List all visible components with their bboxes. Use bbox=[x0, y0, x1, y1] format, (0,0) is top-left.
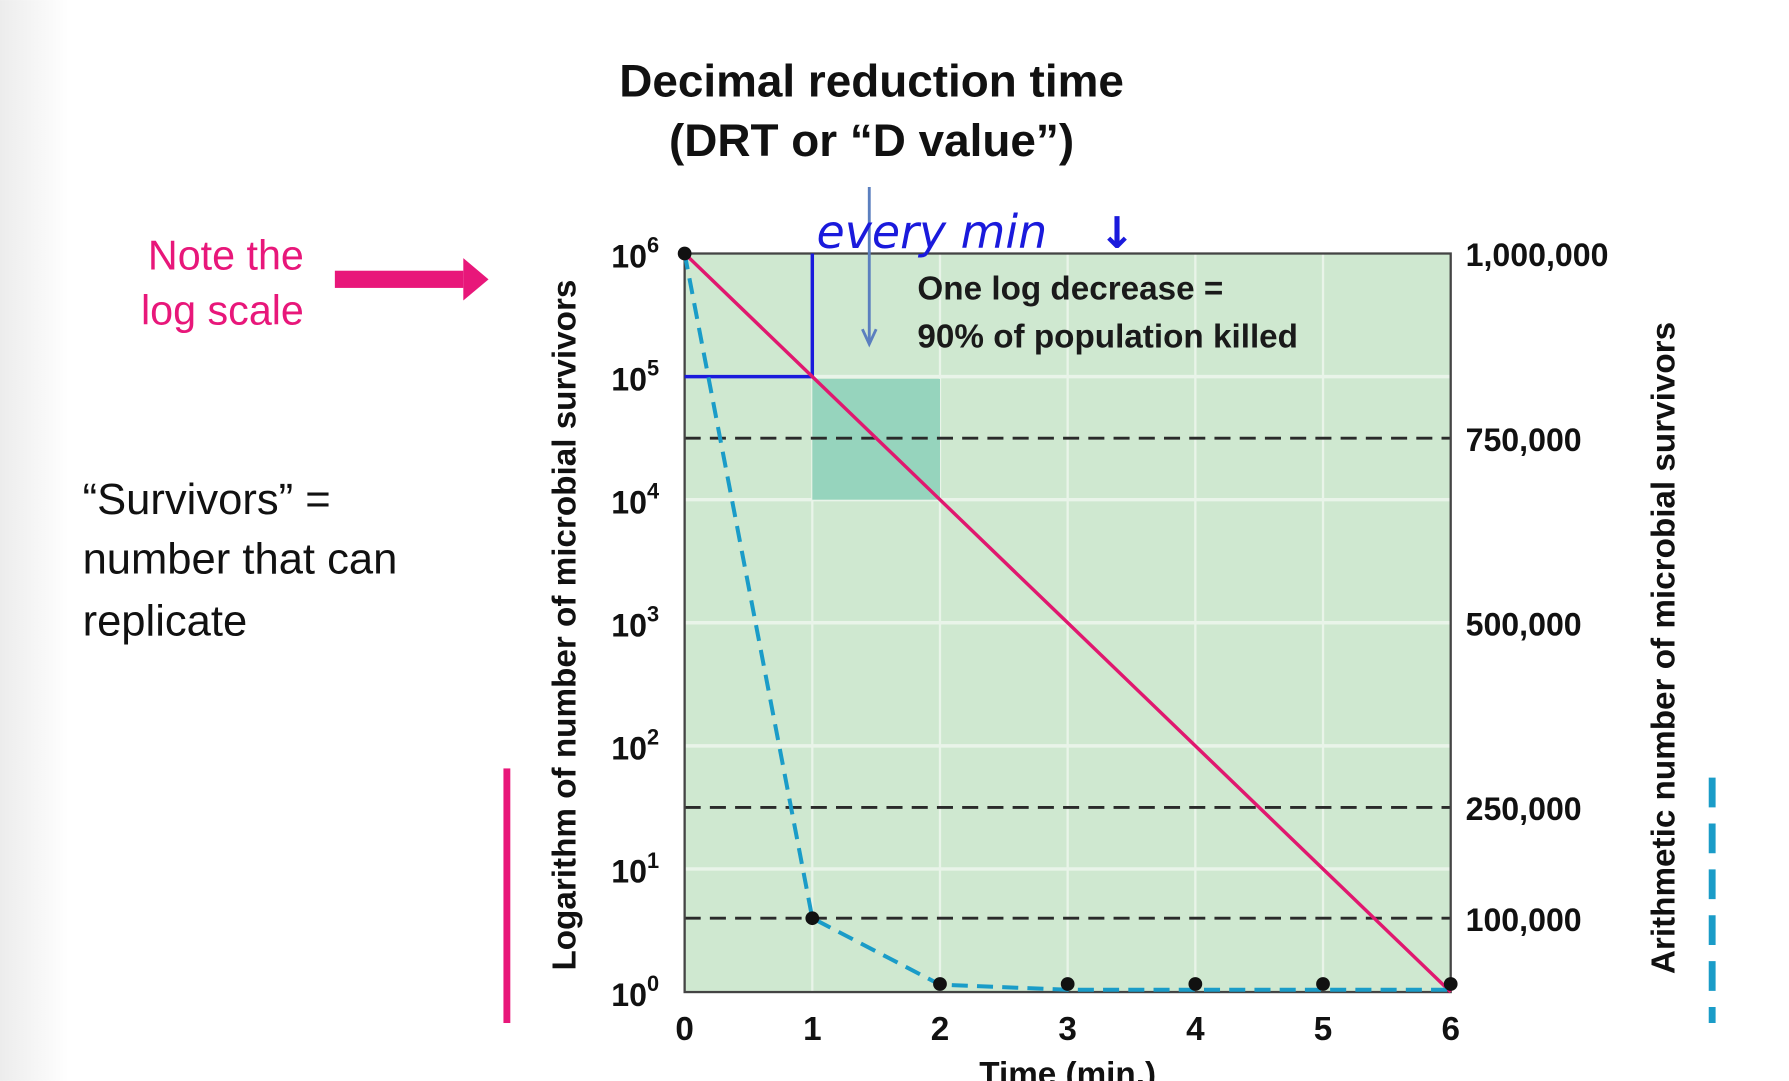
pink-arrow-icon bbox=[334, 258, 489, 301]
y-right-tick-label: 500,000 bbox=[1466, 606, 1582, 642]
y-right-tick-label: 100,000 bbox=[1466, 902, 1582, 938]
x-tick-label: 0 bbox=[675, 1011, 693, 1048]
x-tick-label: 3 bbox=[1058, 1011, 1077, 1048]
survivors-text-line3: replicate bbox=[83, 597, 248, 645]
note-text-line2: log scale bbox=[141, 288, 304, 334]
y-left-tick-label: 106 bbox=[611, 232, 659, 274]
y-left-tick-label: 103 bbox=[611, 602, 659, 644]
x-tick-label: 2 bbox=[931, 1011, 950, 1048]
arithmetic-data-point bbox=[933, 977, 947, 991]
y-right-tick-label: 750,000 bbox=[1466, 422, 1582, 458]
y-axis-right-label: Arithmetic number of microbial survivors bbox=[1645, 322, 1682, 974]
left-edge-shade bbox=[0, 0, 69, 1081]
y-axis-left-label: Logarithm of number of microbial survivo… bbox=[547, 280, 584, 971]
arithmetic-data-point bbox=[1316, 977, 1330, 991]
box-annotation-line1: One log decrease = bbox=[917, 270, 1223, 307]
survivors-text-line2: number that can bbox=[83, 535, 398, 583]
y-right-tick-label: 1,000,000 bbox=[1466, 237, 1609, 273]
arithmetic-data-point bbox=[1060, 977, 1075, 991]
x-tick-label: 5 bbox=[1314, 1011, 1333, 1048]
arithmetic-data-point bbox=[805, 911, 820, 926]
chart-title-line2: (DRT or “D value”) bbox=[669, 114, 1074, 166]
plot-frame bbox=[683, 252, 1452, 994]
handwritten-note: every min bbox=[817, 205, 1048, 259]
log-survivors-line bbox=[683, 252, 1452, 994]
handwritten-arrow-icon: ↓ bbox=[1099, 209, 1136, 259]
y-left-tick-label: 102 bbox=[611, 725, 659, 767]
y-left-tick-label: 104 bbox=[611, 479, 659, 521]
arithmetic-data-point bbox=[1443, 977, 1458, 991]
y-right-tick-label: 250,000 bbox=[1466, 791, 1582, 827]
y-left-tick-label: 100 bbox=[611, 971, 659, 1013]
x-tick-label: 4 bbox=[1186, 1011, 1205, 1048]
x-axis-label: Time (min.) bbox=[979, 1056, 1156, 1081]
chart-title-line1: Decimal reduction time bbox=[619, 54, 1124, 106]
x-tick-label: 6 bbox=[1441, 1011, 1460, 1048]
x-tick-label: 1 bbox=[803, 1011, 822, 1048]
y-left-tick-label: 101 bbox=[611, 848, 659, 890]
log-series-key-bar bbox=[503, 768, 511, 1024]
survivors-text-line1: “Survivors” = bbox=[83, 476, 331, 524]
arithmetic-data-point bbox=[677, 246, 692, 261]
y-left-tick-label: 105 bbox=[611, 355, 659, 397]
plot-area: 0 1 2 3 4 5 6 100 101 102 103 104 105 106 1,000,000 750… bbox=[611, 232, 1608, 1048]
arithmetic-data-point bbox=[1188, 977, 1203, 991]
box-annotation-line2: 90% of population killed bbox=[917, 319, 1298, 356]
note-text-line1: Note the bbox=[148, 233, 304, 279]
down-arrow-icon bbox=[861, 187, 878, 348]
